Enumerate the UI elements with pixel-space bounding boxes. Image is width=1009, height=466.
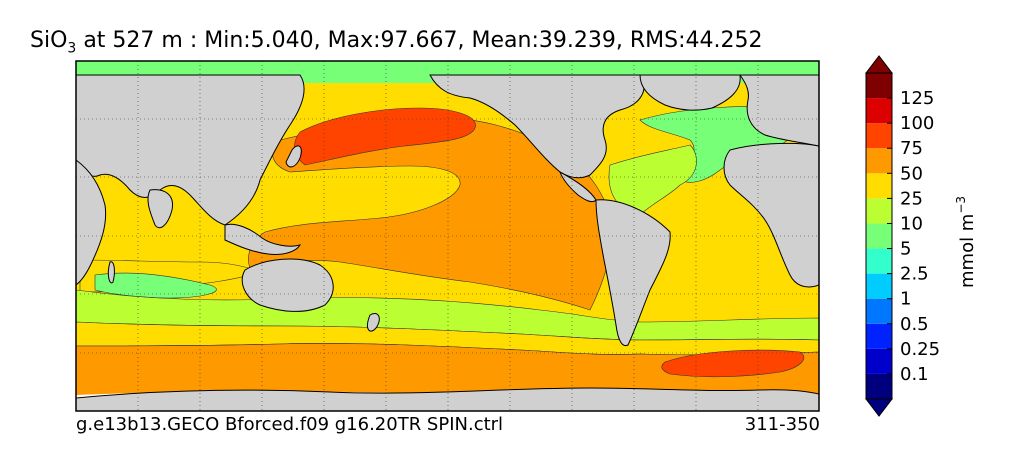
colorbar-tick-label: 0.25 bbox=[900, 339, 940, 360]
south-america-land bbox=[595, 199, 671, 347]
maritime-continent-land bbox=[224, 223, 302, 255]
case-name-label: g.e13b13.GECO Bforced.f09 g16.20TR SPIN.… bbox=[76, 414, 504, 435]
africa-land bbox=[76, 159, 107, 286]
colorbar-segment bbox=[866, 273, 892, 299]
colorbar-tick-label: 1 bbox=[900, 289, 911, 310]
colorbar-tick-label: 0.1 bbox=[900, 364, 929, 385]
madagascar-land bbox=[107, 261, 115, 284]
india-land bbox=[147, 189, 174, 229]
colorbar-frame bbox=[865, 72, 893, 400]
colorbar-over-triangle bbox=[864, 55, 894, 74]
colorbar-units: mmol m−3 bbox=[954, 196, 978, 288]
colorbar-segments bbox=[866, 73, 892, 399]
colorbar-tick-label: 5 bbox=[900, 239, 911, 260]
north-pacific-75-100-region bbox=[294, 107, 476, 166]
australia-land bbox=[241, 258, 334, 312]
greenland-land bbox=[639, 74, 741, 111]
colorbar-under-triangle bbox=[864, 398, 894, 417]
africa-east-land bbox=[723, 142, 819, 288]
title-subscript: 3 bbox=[67, 40, 77, 57]
colorbar-tick-label: 25 bbox=[900, 188, 923, 209]
colorbar-tick-label: 50 bbox=[900, 163, 923, 184]
colorbar-tick-label: 125 bbox=[900, 88, 934, 109]
map-title: SiO3 at 527 m : Min:5.040, Max:97.667, M… bbox=[30, 28, 762, 56]
colorbar-segment bbox=[866, 73, 892, 99]
colorbar-segment bbox=[866, 98, 892, 124]
colorbar-tick-label: 100 bbox=[900, 113, 934, 134]
colorbar-segment bbox=[866, 248, 892, 274]
central-america-land bbox=[559, 170, 597, 203]
colorbar-ticks: 0.1 0.25 0.5 1 2.5 5 10 25 50 75 100 125 bbox=[887, 88, 940, 385]
title-species: SiO bbox=[30, 28, 68, 53]
years-label: 311-350 bbox=[744, 414, 820, 435]
europe-land bbox=[739, 74, 819, 147]
colorbar-segment bbox=[866, 148, 892, 174]
southern-75-100-region bbox=[661, 349, 805, 378]
north-america-land bbox=[429, 74, 645, 179]
colorbar-tick-label: 75 bbox=[900, 138, 923, 159]
map-frame bbox=[75, 60, 820, 412]
colorbar-tick-label: 0.5 bbox=[900, 314, 929, 335]
colorbar-segment bbox=[866, 198, 892, 224]
colorbar-tick-label: 10 bbox=[900, 213, 923, 234]
japan-land bbox=[285, 145, 302, 168]
title-stats: at 527 m : Min:5.040, Max:97.667, Mean:3… bbox=[76, 28, 763, 53]
colorbar-tick-label: 2.5 bbox=[900, 264, 929, 285]
colorbar-segment bbox=[866, 298, 892, 324]
new-zealand-land bbox=[367, 313, 380, 332]
colorbar-segment bbox=[866, 348, 892, 374]
colorbar-segment bbox=[866, 373, 892, 399]
eurasia-land bbox=[76, 74, 305, 226]
colorbar-segment bbox=[866, 123, 892, 149]
colorbar-segment bbox=[866, 223, 892, 249]
colorbar-segment bbox=[866, 173, 892, 199]
colorbar-segment bbox=[866, 323, 892, 349]
